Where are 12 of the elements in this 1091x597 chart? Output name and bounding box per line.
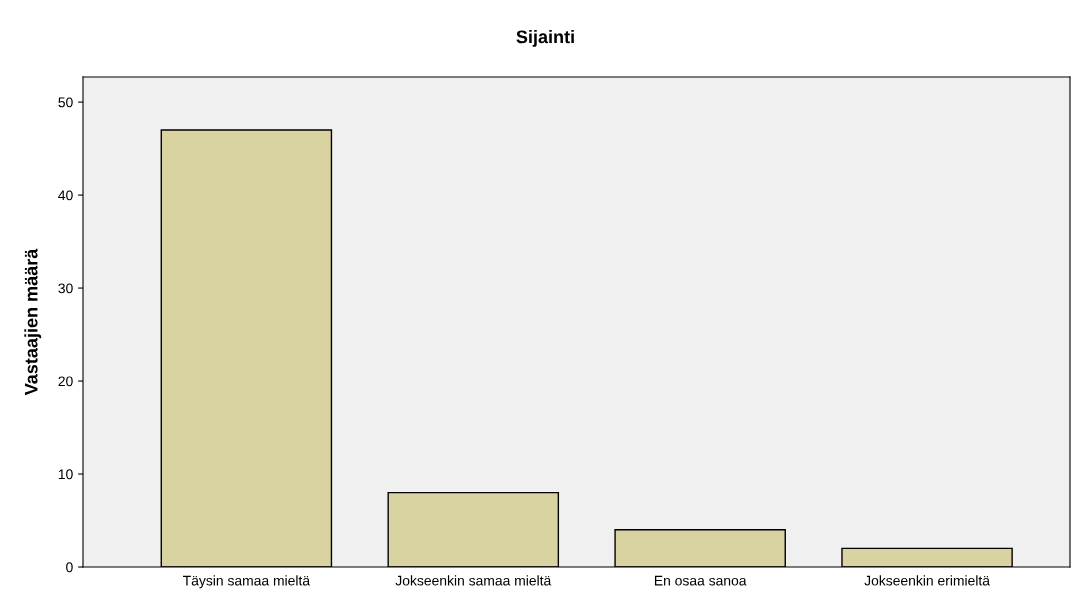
chart-title: Sijainti xyxy=(516,30,574,47)
y-tick-label: 50 xyxy=(58,97,73,108)
x-tick-label: En osaa sanoa xyxy=(654,575,747,586)
x-tick-label: Jokseenkin samaa mieltä xyxy=(395,575,552,586)
y-tick-label: 40 xyxy=(58,190,73,201)
y-tick-label: 30 xyxy=(58,283,73,294)
x-tick-label: Jokseenkin erimieltä xyxy=(864,575,990,586)
x-tick-label: Täysin samaa mieltä xyxy=(183,575,311,589)
y-tick-label: 10 xyxy=(58,469,73,480)
y-axis-title: Vastaajien määrä xyxy=(24,248,42,396)
y-tick-label: 0 xyxy=(66,562,73,573)
y-tick-label: 20 xyxy=(58,376,73,387)
